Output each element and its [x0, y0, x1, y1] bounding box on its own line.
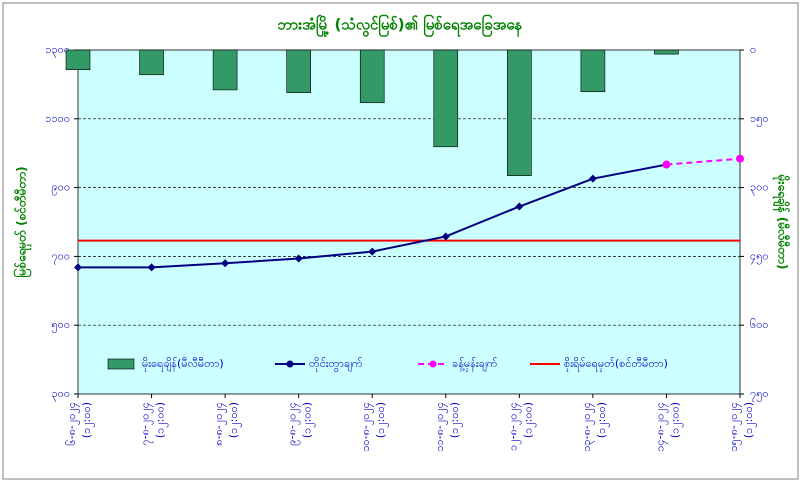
bar	[65, 49, 91, 71]
legend-swatch	[107, 358, 135, 370]
x-tick-time: (၁၂:၀၀)	[301, 402, 316, 438]
point	[74, 263, 82, 272]
x-tick-time: (၁၂:၀၀)	[668, 402, 683, 438]
bar	[359, 49, 385, 104]
y2-tick-label: ၁၅၀	[750, 112, 769, 127]
y-tick-label: ၉၀၀	[51, 181, 70, 196]
x-tick-label: ၁၁-၈-၂၀၂၄	[433, 402, 448, 452]
x-tick-label: ၁၃-၈-၂၀၂၄	[580, 402, 595, 452]
legend-marker	[429, 360, 437, 368]
bar	[580, 49, 606, 93]
x-tick-time: (၁၂:၀၀)	[448, 402, 463, 438]
bar	[212, 49, 238, 91]
x-tick-time: (၁၂:၀၀)	[595, 402, 610, 438]
series-line	[666, 157, 741, 166]
legend-label: စိုးရိမ်ရေမှတ်(စင်တီမီတာ)	[564, 357, 668, 372]
point	[147, 263, 156, 272]
legend-label: မိုးရေချိန်(မီလီမီတာ)	[142, 357, 224, 372]
y2-tick-label: ၄၅၀	[750, 249, 769, 264]
point	[294, 254, 303, 263]
legend-marker	[286, 360, 294, 368]
legend-label: တိုင်းတွာချက်	[309, 357, 363, 372]
x-tick-label: ၁၅-၈-၂၀၂၄	[727, 402, 742, 452]
point	[662, 160, 671, 169]
y-tick-label: ၃၀၀	[51, 387, 70, 402]
point	[515, 202, 524, 211]
bar	[654, 49, 679, 55]
bar	[139, 49, 164, 76]
legend-label: ခန့်မှန်းချက်	[452, 357, 498, 372]
x-tick-time: (၁၂:၀၀)	[154, 402, 169, 438]
x-tick-label: ၆-၈-၂၀၂၄	[65, 402, 80, 446]
x-tick-label: ၈-၈-၂၀၂၄	[212, 402, 227, 446]
x-tick-label: ၇-၈-၂၀၂၄	[139, 402, 154, 446]
x-tick-label: ၁၀-၈-၂၀၂၄	[359, 402, 374, 452]
y-axis-label: မြစ်ရေမှတ် (စင်တီမီတာ)	[12, 166, 33, 277]
y2-tick-label: ၇၅၀	[750, 387, 769, 402]
x-tick-label: ၁၄-၈-၂၀၂၄	[653, 402, 668, 452]
x-tick-label: ၉-၈-၂၀၂၄	[286, 402, 301, 446]
point	[736, 154, 744, 163]
point	[368, 247, 377, 256]
x-tick-time: (၁၂:၀၀)	[742, 402, 757, 438]
plot-area	[77, 49, 741, 395]
point	[441, 232, 450, 241]
y-tick-label: ၁၁၀၀	[45, 112, 70, 125]
y2-tick-label: ၃၀၀	[750, 181, 769, 196]
x-tick-time: (၁၂:၀၀)	[521, 402, 536, 438]
y-tick-label: ၅၀၀	[51, 318, 70, 333]
x-tick-label: ၁၂-၈-၂၀၂၄	[506, 402, 521, 451]
x-tick-time: (၁၂:၀၀)	[80, 402, 95, 438]
bar	[433, 49, 459, 148]
y-tick-label: ၁၃၀၀	[45, 43, 70, 58]
y2-tick-label: ၆၀၀	[750, 318, 769, 331]
y-tick-label: ၇၀၀	[51, 249, 70, 264]
point	[588, 174, 597, 183]
y2-tick-label: ၀	[750, 43, 756, 56]
y2-axis-label: မိုးရေချိန် (မီလီမီတာ)	[772, 174, 792, 270]
x-tick-time: (၁၂:၀၀)	[374, 402, 389, 438]
point	[221, 259, 230, 268]
bar	[507, 49, 532, 176]
x-tick-time: (၁၂:၀၀)	[227, 402, 242, 438]
bar	[286, 49, 311, 93]
